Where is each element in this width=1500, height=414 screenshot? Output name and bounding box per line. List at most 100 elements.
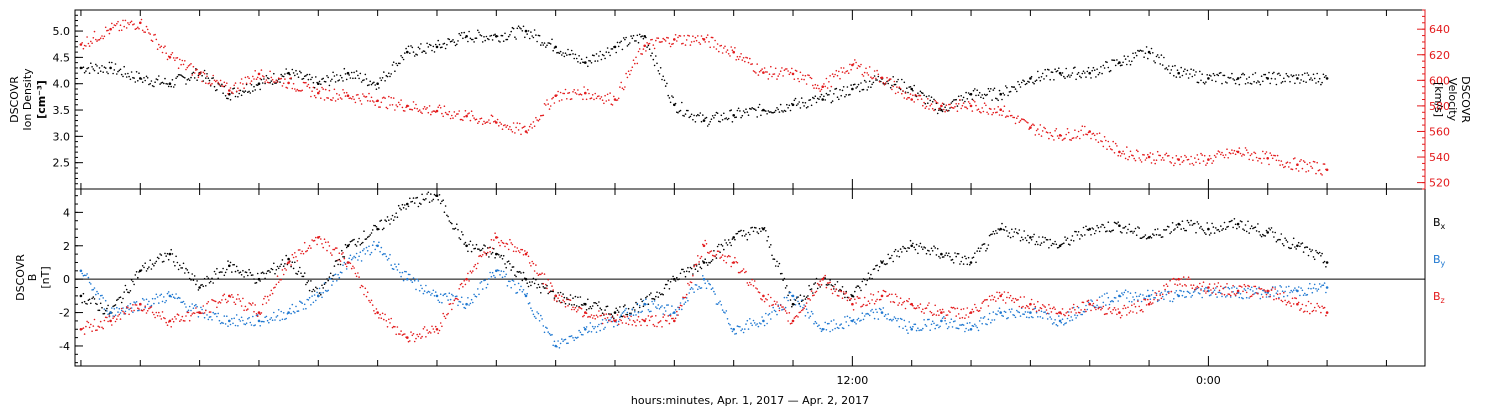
trace-point-top-0 xyxy=(100,70,102,72)
trace-point-bottom-2 xyxy=(394,326,396,328)
trace-point-bottom-1 xyxy=(471,299,473,301)
trace-point-top-1 xyxy=(1115,143,1117,145)
trace-point-top-1 xyxy=(759,71,761,73)
trace-point-top-1 xyxy=(1154,163,1156,165)
trace-point-top-0 xyxy=(1234,79,1236,81)
trace-point-bottom-0 xyxy=(1096,225,1098,227)
trace-point-bottom-1 xyxy=(419,290,421,292)
trace-point-bottom-2 xyxy=(482,254,484,256)
trace-point-top-1 xyxy=(470,120,472,122)
trace-point-bottom-0 xyxy=(833,288,835,290)
trace-point-bottom-0 xyxy=(949,256,951,258)
trace-point-bottom-2 xyxy=(415,338,417,340)
trace-point-top-1 xyxy=(586,99,588,101)
trace-point-top-0 xyxy=(1026,83,1028,85)
trace-point-bottom-1 xyxy=(418,280,420,282)
trace-point-top-0 xyxy=(253,86,255,88)
trace-point-bottom-2 xyxy=(462,286,464,288)
trace-point-bottom-2 xyxy=(691,282,693,284)
trace-point-bottom-2 xyxy=(334,249,336,251)
trace-point-bottom-0 xyxy=(100,303,102,305)
trace-point-top-1 xyxy=(293,83,295,85)
trace-point-top-0 xyxy=(114,69,116,71)
trace-point-top-1 xyxy=(519,123,521,125)
trace-point-top-1 xyxy=(592,94,594,96)
trace-point-bottom-2 xyxy=(143,309,145,311)
trace-point-bottom-0 xyxy=(1053,243,1055,245)
trace-point-bottom-1 xyxy=(790,292,792,294)
trace-point-bottom-1 xyxy=(1129,301,1131,303)
trace-point-top-0 xyxy=(444,43,446,45)
trace-point-top-1 xyxy=(346,92,348,94)
trace-point-bottom-0 xyxy=(274,273,276,275)
trace-point-bottom-1 xyxy=(561,338,563,340)
data-point-top-0-25 xyxy=(821,98,824,101)
trace-point-bottom-1 xyxy=(245,324,247,326)
trace-point-top-0 xyxy=(816,102,818,104)
trace-point-bottom-0 xyxy=(1313,256,1315,258)
trace-point-bottom-0 xyxy=(488,256,490,258)
data-point-bottom-2-16 xyxy=(554,295,557,298)
trace-point-bottom-0 xyxy=(528,286,530,288)
trace-point-bottom-1 xyxy=(963,324,965,326)
trace-point-bottom-2 xyxy=(524,250,526,252)
trace-point-top-0 xyxy=(116,73,118,75)
trace-point-bottom-0 xyxy=(276,269,278,271)
trace-point-bottom-0 xyxy=(729,242,731,244)
trace-point-bottom-0 xyxy=(222,268,224,270)
trace-point-bottom-0 xyxy=(1162,236,1164,238)
trace-point-top-1 xyxy=(397,106,399,108)
trace-point-top-1 xyxy=(908,97,910,99)
trace-point-bottom-1 xyxy=(263,321,265,323)
trace-point-bottom-0 xyxy=(508,260,510,262)
trace-point-top-0 xyxy=(1182,75,1184,77)
trace-point-top-1 xyxy=(654,48,656,50)
trace-point-bottom-1 xyxy=(993,311,995,313)
trace-point-bottom-0 xyxy=(1075,231,1077,233)
trace-point-top-0 xyxy=(513,28,515,30)
trace-point-top-1 xyxy=(760,70,762,72)
trace-point-bottom-1 xyxy=(498,270,500,272)
trace-point-top-1 xyxy=(566,98,568,100)
trace-point-bottom-0 xyxy=(953,262,955,264)
trace-point-top-1 xyxy=(1269,152,1271,154)
trace-point-bottom-1 xyxy=(280,311,282,313)
trace-point-bottom-0 xyxy=(451,223,453,225)
trace-point-bottom-1 xyxy=(646,304,648,306)
trace-point-bottom-0 xyxy=(1286,239,1288,241)
trace-point-top-0 xyxy=(1213,73,1215,75)
trace-point-top-1 xyxy=(276,79,278,81)
trace-point-bottom-0 xyxy=(363,230,365,232)
trace-point-top-0 xyxy=(570,54,572,56)
trace-point-top-1 xyxy=(257,77,259,79)
trace-point-top-1 xyxy=(497,119,499,121)
trace-point-top-1 xyxy=(870,76,872,78)
trace-point-top-0 xyxy=(194,77,196,79)
trace-point-top-1 xyxy=(321,87,323,89)
trace-point-top-1 xyxy=(863,75,865,77)
trace-point-bottom-0 xyxy=(543,286,545,288)
trace-point-bottom-2 xyxy=(133,310,135,312)
trace-point-top-0 xyxy=(967,98,969,100)
trace-point-bottom-2 xyxy=(640,325,642,327)
trace-point-top-0 xyxy=(366,78,368,80)
trace-point-bottom-0 xyxy=(450,222,452,224)
trace-point-bottom-0 xyxy=(1204,232,1206,234)
trace-point-top-1 xyxy=(1156,159,1158,161)
trace-point-top-1 xyxy=(947,110,949,112)
trace-point-bottom-1 xyxy=(854,321,856,323)
trace-point-top-1 xyxy=(498,125,500,127)
trace-point-bottom-0 xyxy=(1048,247,1050,249)
trace-point-bottom-0 xyxy=(672,276,674,278)
trace-point-bottom-1 xyxy=(840,323,842,325)
trace-point-top-0 xyxy=(625,37,627,39)
trace-point-bottom-0 xyxy=(292,261,294,263)
trace-point-top-1 xyxy=(803,79,805,81)
trace-point-bottom-1 xyxy=(562,340,564,342)
trace-point-top-0 xyxy=(612,48,614,50)
trace-point-top-0 xyxy=(779,111,781,113)
trace-point-top-1 xyxy=(624,86,626,88)
trace-point-bottom-1 xyxy=(964,331,966,333)
trace-point-bottom-1 xyxy=(658,304,660,306)
trace-point-bottom-2 xyxy=(649,320,651,322)
